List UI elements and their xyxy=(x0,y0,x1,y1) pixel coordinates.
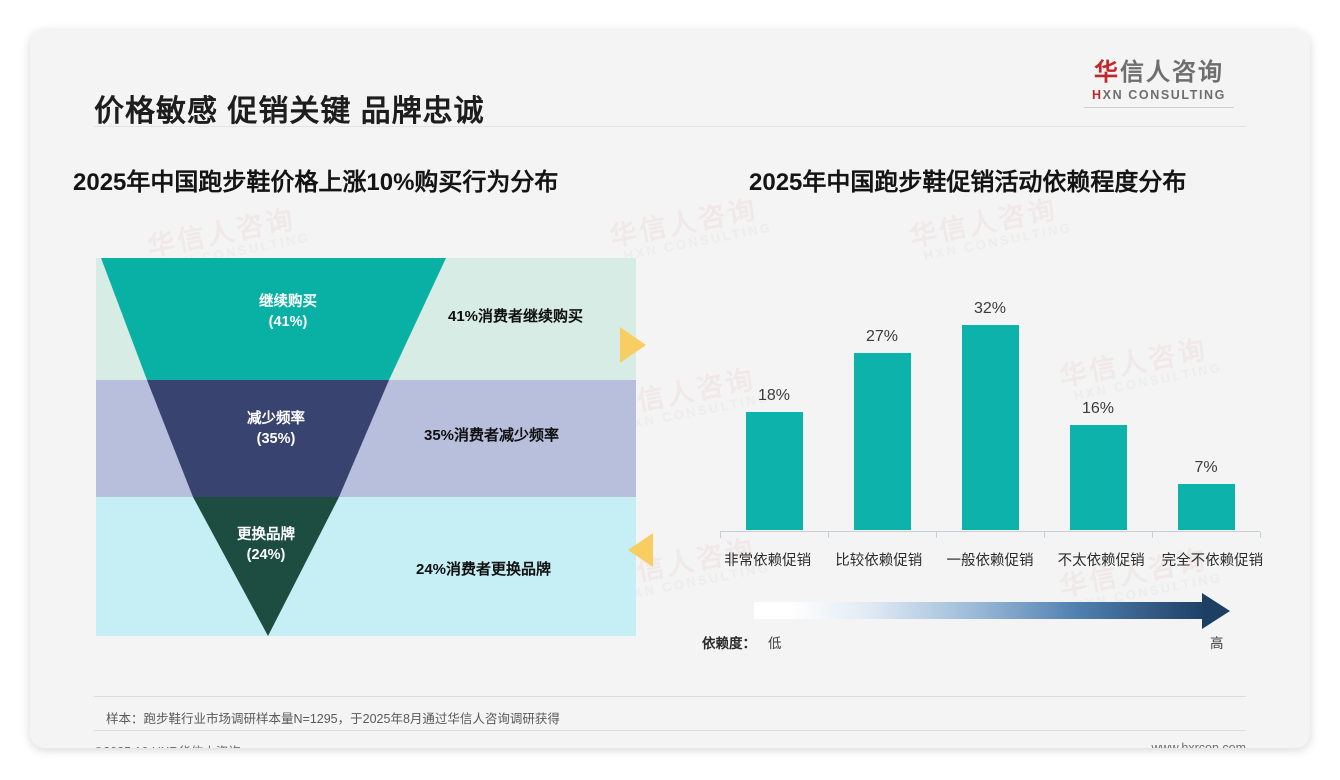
bar-rect[interactable] xyxy=(1069,424,1127,530)
bar-value-label: 7% xyxy=(1194,459,1218,476)
brand-logo: 华信人咨询 HXN CONSULTING xyxy=(1074,59,1244,109)
funnel-label-1: 减少频率 (35%) xyxy=(196,410,356,449)
logo-underline xyxy=(1084,107,1234,109)
x-axis-ticks xyxy=(720,532,1261,538)
watermark: 华信人咨询 HXN CONSULTING xyxy=(607,193,773,265)
watermark-chinese: 华信人咨询 xyxy=(607,194,761,253)
bar-column: 32% xyxy=(940,300,1040,530)
funnel-chart: 继续购买 (41%) 减少频率 (35%) 更换品牌 (24%) 41%消费者继… xyxy=(96,258,636,636)
funnel-stage-pct-1: (35%) xyxy=(256,430,296,447)
bar-value-label: 18% xyxy=(757,386,791,404)
header-divider xyxy=(94,126,1246,127)
watermark-english: HXN CONSULTING xyxy=(922,219,1074,264)
scale-arrow-icon xyxy=(1202,593,1230,629)
funnel-stage-pct-0: (41%) xyxy=(268,313,308,330)
category-label: 完全不依赖促销 xyxy=(1161,553,1264,569)
slide-header: 价格敏感 促销关键 品牌忠诚 华信人咨询 HXN CONSULTING xyxy=(30,30,1310,128)
bar-value-label: 16% xyxy=(1081,399,1115,417)
watermark: 华信人咨询 HXN CONSULTING xyxy=(907,193,1073,265)
right-panel-title: 2025年中国跑步鞋促销活动依赖程度分布 xyxy=(749,169,1187,196)
funnel-caption-0: 41%消费者继续购买 xyxy=(448,308,584,325)
funnel-stage-pct-2: (24%) xyxy=(246,546,286,563)
funnel-band-2 xyxy=(96,497,636,636)
category-label: 不太依赖促销 xyxy=(1057,553,1145,569)
funnel-segment-2 xyxy=(193,497,339,636)
footnote-divider-bottom xyxy=(94,730,1246,731)
watermark-chinese: 华信人咨询 xyxy=(145,204,299,263)
logo-english-text: HXN CONSULTING xyxy=(1074,88,1244,102)
bar-value-label: 27% xyxy=(865,327,899,345)
funnel-label-0: 继续购买 (41%) xyxy=(208,293,368,332)
dependency-bar-chart: 18% 27% 32% 16% 7% 非常依赖促销 比较依赖促销 一般依赖促销 不太依赖促销完… xyxy=(690,270,1270,590)
bar-value-label: 32% xyxy=(973,300,1007,317)
funnel-segment-1 xyxy=(147,380,389,497)
copyright-text: ©2025.10 HXR华信人咨询 xyxy=(94,741,241,748)
x-axis-category-labels: 非常依赖促销 比较依赖促销 一般依赖促销 不太依赖促销 完全不依赖促销 xyxy=(712,549,1268,570)
page-title: 价格敏感 促销关键 品牌忠诚 xyxy=(94,95,485,128)
x-axis-line xyxy=(720,531,1260,532)
bar-rect[interactable] xyxy=(745,411,803,530)
bar-column: 16% xyxy=(1048,300,1148,530)
category-label: 比较依赖促销 xyxy=(835,553,923,569)
watermark-english: HXN CONSULTING xyxy=(622,219,774,264)
left-panel-title: 2025年中国跑步鞋价格上涨10%购买行为分布 xyxy=(73,169,559,196)
bar-column: 18% xyxy=(724,300,824,530)
dependency-scale: 依赖度： 低 高 xyxy=(690,593,1270,666)
funnel-stage-name-2: 更换品牌 xyxy=(237,527,295,543)
funnel-segment-0 xyxy=(101,258,446,380)
funnel-label-2: 更换品牌 (24%) xyxy=(186,526,346,565)
logo-english-accent: H xyxy=(1092,88,1103,103)
category-label: 一般依赖促销 xyxy=(946,553,1034,569)
bar-series: 18% 27% 32% 16% 7% xyxy=(720,300,1260,530)
logo-english-rest: XN CONSULTING xyxy=(1102,88,1226,103)
funnel-stage-name-1: 减少频率 xyxy=(247,411,305,427)
scale-gradient-bar xyxy=(754,602,1206,619)
logo-chinese-text: 华信人咨询 xyxy=(1074,59,1244,86)
bar-column: 7% xyxy=(1156,300,1256,530)
scale-title-label: 依赖度： xyxy=(702,636,756,651)
funnel-graphic xyxy=(96,258,636,636)
funnel-caption-1: 35%消费者减少频率 xyxy=(424,427,560,444)
watermark-chinese: 华信人咨询 xyxy=(907,194,1061,253)
arrow-right-icon xyxy=(620,327,646,363)
arrow-left-icon xyxy=(628,533,653,567)
bar-rect[interactable] xyxy=(853,352,911,530)
footnote-divider-top xyxy=(94,696,1246,697)
funnel-stage-name-0: 继续购买 xyxy=(259,294,317,310)
bar-rect[interactable] xyxy=(961,325,1019,530)
scale-high-label: 高 xyxy=(1210,636,1224,651)
bar-rect[interactable] xyxy=(1177,484,1235,530)
bar-column: 27% xyxy=(832,300,932,530)
logo-chinese-accent: 华 xyxy=(1094,59,1120,86)
website-link[interactable]: www.hxrcon.com xyxy=(1151,741,1246,748)
funnel-caption-2: 24%消费者更换品牌 xyxy=(416,561,552,578)
slide-card: 价格敏感 促销关键 品牌忠诚 华信人咨询 HXN CONSULTING 2025… xyxy=(30,30,1310,748)
sample-footnote: 样本：跑步鞋行业市场调研样本量N=1295，于2025年8月通过华信人咨询调研获… xyxy=(106,712,560,726)
scale-low-label: 低 xyxy=(768,636,782,651)
logo-chinese-rest: 信人咨询 xyxy=(1120,59,1224,86)
category-label: 非常依赖促销 xyxy=(724,553,812,569)
